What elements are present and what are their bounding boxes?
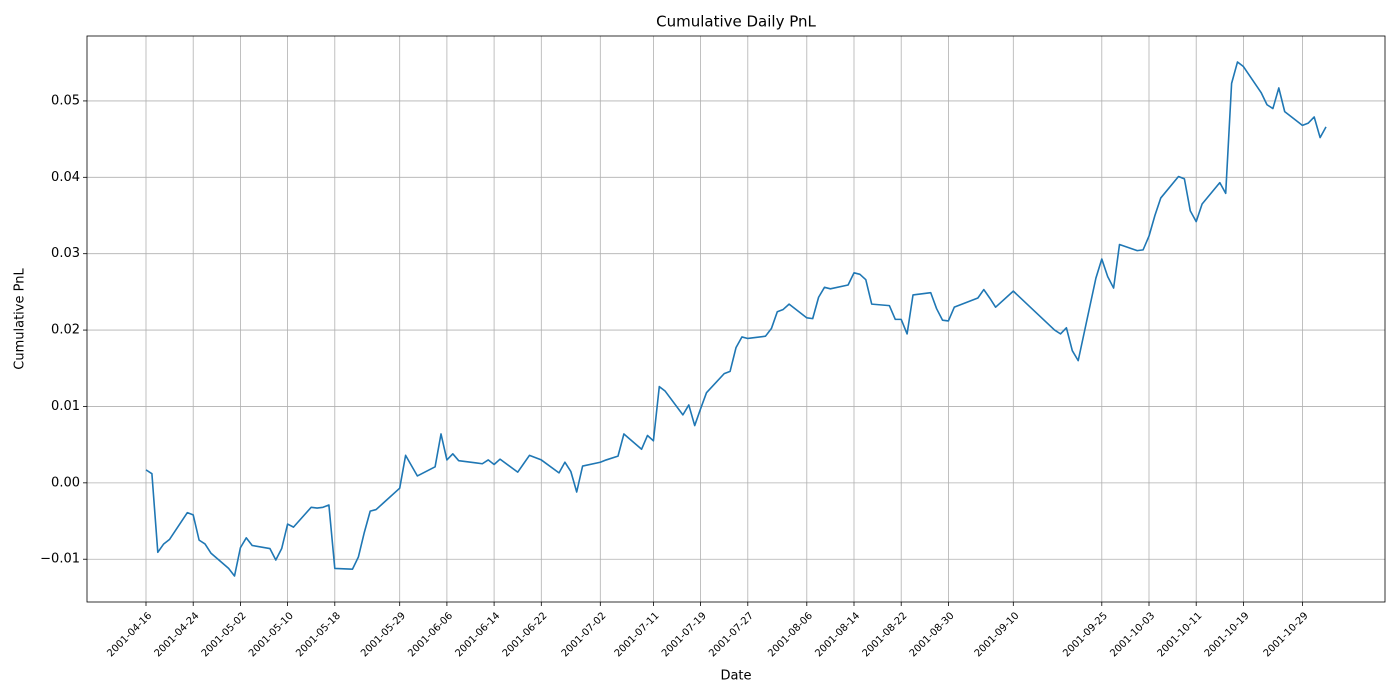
x-axis-label: Date xyxy=(720,669,751,684)
y-tick-label: 0.05 xyxy=(51,93,80,108)
x-tick-label: 2001-09-25 xyxy=(1061,610,1110,659)
plot-frame xyxy=(86,35,1386,603)
x-tick-label: 2001-05-10 xyxy=(247,610,296,659)
y-tick-label: −0.01 xyxy=(40,552,80,567)
y-tick-label: 0.04 xyxy=(51,170,80,185)
y-tick-label: 0.00 xyxy=(51,475,80,490)
x-tick-label: 2001-10-19 xyxy=(1203,610,1252,659)
y-axis-label: Cumulative PnL xyxy=(13,268,28,370)
x-tick-label: 2001-06-22 xyxy=(501,610,550,659)
y-tick-label: 0.02 xyxy=(51,323,80,338)
chart-title: Cumulative Daily PnL xyxy=(656,13,816,31)
x-tick-label: 2001-08-22 xyxy=(861,610,910,659)
x-tick-label: 2001-07-27 xyxy=(707,610,756,659)
y-tick-label: 0.01 xyxy=(51,399,80,414)
x-tick-label: 2001-10-03 xyxy=(1108,610,1157,659)
x-tick-label: 2001-07-02 xyxy=(560,610,609,659)
x-tick-label: 2001-10-29 xyxy=(1262,610,1311,659)
x-tick-label: 2001-05-29 xyxy=(359,610,408,659)
x-tick-label: 2001-04-24 xyxy=(153,610,202,659)
x-tick-label: 2001-09-10 xyxy=(973,610,1022,659)
grid xyxy=(87,36,1385,602)
x-tick-label: 2001-10-11 xyxy=(1156,610,1205,659)
x-tick-label: 2001-08-06 xyxy=(766,610,815,659)
x-tick-label: 2001-08-14 xyxy=(813,610,862,659)
x-tick-label: 2001-05-18 xyxy=(294,610,343,659)
x-tick-label: 2001-08-30 xyxy=(908,610,957,659)
x-tick-label: 2001-06-06 xyxy=(406,610,455,659)
x-tick-label: 2001-05-02 xyxy=(200,610,249,659)
x-tick-label: 2001-06-14 xyxy=(453,610,502,659)
x-tick-label: 2001-07-19 xyxy=(660,610,709,659)
data-line xyxy=(145,61,1327,577)
x-tick-label: 2001-04-16 xyxy=(105,610,154,659)
y-tick-label: 0.03 xyxy=(51,246,80,261)
x-tick-label: 2001-07-11 xyxy=(613,610,662,659)
